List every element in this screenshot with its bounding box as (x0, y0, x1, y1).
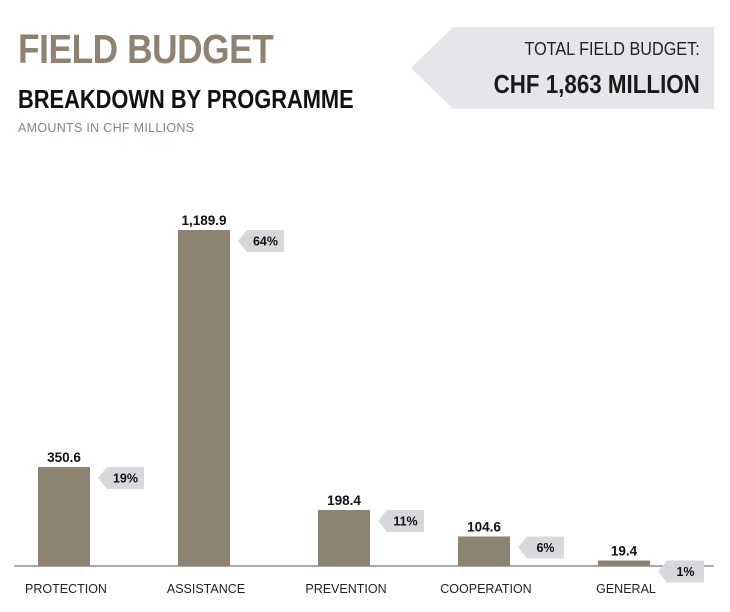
share-percent-label: 11% (393, 514, 417, 528)
share-percent-label: 19% (113, 471, 138, 485)
bar (318, 509, 370, 566)
category-label: PROTECTION (25, 582, 107, 596)
bar-value-label: 104.6 (467, 519, 501, 534)
share-badge (658, 560, 704, 583)
total-budget-value: CHF 1,863 MILLION (493, 69, 700, 99)
chart-title: FIELD BUDGET (18, 26, 274, 72)
chart-subtitle: BREAKDOWN BY PROGRAMME (18, 84, 354, 114)
bar-value-label: 19.4 (611, 544, 638, 559)
share-badge (378, 509, 424, 532)
share-percent-label: 1% (676, 565, 694, 579)
share-percent-label: 64% (253, 235, 278, 249)
bar (598, 560, 650, 566)
category-label: ASSISTANCE (167, 582, 245, 596)
share-badge (238, 230, 284, 252)
total-budget-label: TOTAL FIELD BUDGET: (524, 39, 700, 59)
share-badge (518, 536, 564, 559)
share-percent-label: 6% (536, 541, 554, 555)
bar-value-label: 198.4 (327, 493, 361, 508)
bar-value-label: 1,189.9 (181, 213, 226, 228)
category-label: GENERAL (596, 582, 656, 596)
bar (178, 230, 230, 566)
total-budget-callout: TOTAL FIELD BUDGET: CHF 1,863 MILLION (411, 27, 714, 109)
share-badge (98, 466, 144, 489)
bar (458, 536, 510, 566)
category-label: COOPERATION (440, 582, 531, 596)
units-note: AMOUNTS IN CHF MILLIONS (18, 121, 195, 135)
bar (38, 466, 90, 566)
bar-value-label: 350.6 (47, 450, 81, 465)
category-label: PREVENTION (305, 582, 386, 596)
